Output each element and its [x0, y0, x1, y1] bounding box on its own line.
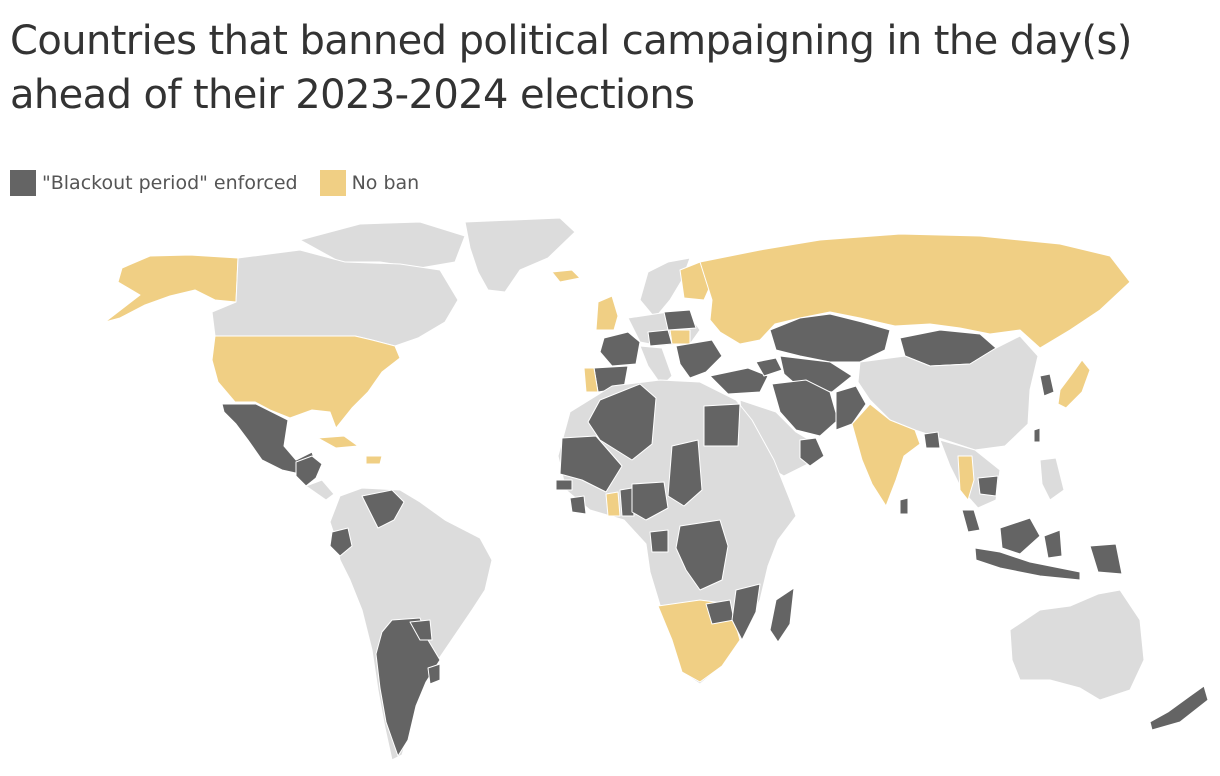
region-indonesia	[974, 547, 1081, 581]
region-venezuela	[361, 489, 405, 529]
region-france	[599, 331, 641, 367]
region-new-zealand	[1149, 685, 1209, 731]
world-map	[104, 217, 1209, 761]
region-egypt	[703, 403, 741, 447]
region-iran	[771, 379, 839, 437]
legend: "Blackout period" enforced No ban	[10, 170, 441, 196]
region-portugal	[583, 367, 599, 393]
region-drc	[675, 519, 729, 591]
region-sulawesi	[1043, 529, 1063, 559]
region-senegal	[555, 479, 573, 491]
region-alaska	[104, 254, 239, 323]
region-czechia-austria	[647, 329, 673, 347]
region-iceland	[551, 269, 581, 283]
region-central-america	[295, 455, 323, 487]
region-canada	[211, 249, 459, 347]
region-hungary-slovakia	[669, 329, 691, 345]
region-philippines	[1039, 457, 1065, 501]
region-united-states	[211, 335, 401, 429]
region-gabon	[649, 529, 669, 553]
region-greenland	[464, 217, 576, 293]
region-japan	[1057, 359, 1091, 409]
region-turkey	[709, 367, 769, 395]
legend-label-no-ban: No ban	[351, 172, 420, 194]
region-borneo	[999, 517, 1041, 555]
region-algeria	[587, 383, 657, 461]
region-madagascar	[769, 587, 795, 643]
region-dominican-republic	[365, 455, 383, 465]
region-cambodia	[977, 475, 999, 497]
region-poland	[663, 309, 697, 331]
region-taiwan	[1033, 427, 1041, 443]
region-malaysia	[961, 509, 981, 533]
region-india	[851, 403, 921, 507]
region-china	[857, 335, 1039, 451]
region-caucasus	[755, 357, 783, 377]
region-cuba	[317, 435, 359, 449]
region-ghana	[605, 491, 621, 517]
region-sri-lanka	[899, 497, 909, 515]
region-uruguay	[427, 663, 441, 685]
region-russia	[699, 233, 1131, 349]
region-mauritania-mali	[559, 435, 623, 493]
region-togo-benin	[619, 487, 635, 517]
legend-item-blackout: "Blackout period" enforced	[10, 170, 298, 196]
region-australia	[1009, 589, 1145, 701]
region-pakistan	[835, 385, 867, 431]
region-sierra-leone-liberia	[569, 495, 587, 515]
legend-label-blackout: "Blackout period" enforced	[42, 172, 298, 194]
legend-swatch-no-ban	[319, 170, 346, 196]
region-chad	[667, 439, 703, 507]
region-oman	[799, 437, 825, 467]
legend-swatch-blackout	[10, 170, 36, 196]
region-nigeria	[631, 481, 669, 521]
region-kazakhstan	[769, 313, 891, 363]
region-united-kingdom	[595, 295, 619, 331]
region-paraguay	[409, 619, 433, 641]
region-papua	[1089, 543, 1123, 575]
region-thailand	[957, 455, 975, 501]
region-ecuador	[329, 527, 353, 557]
legend-item-no-ban: No ban	[319, 170, 420, 196]
region-panama	[305, 479, 335, 501]
region-balkans	[675, 339, 723, 379]
region-mozambique	[731, 583, 761, 641]
region-bangladesh	[923, 431, 941, 449]
region-korea	[1039, 373, 1055, 397]
chart-title: Countries that banned political campaign…	[10, 18, 1132, 118]
